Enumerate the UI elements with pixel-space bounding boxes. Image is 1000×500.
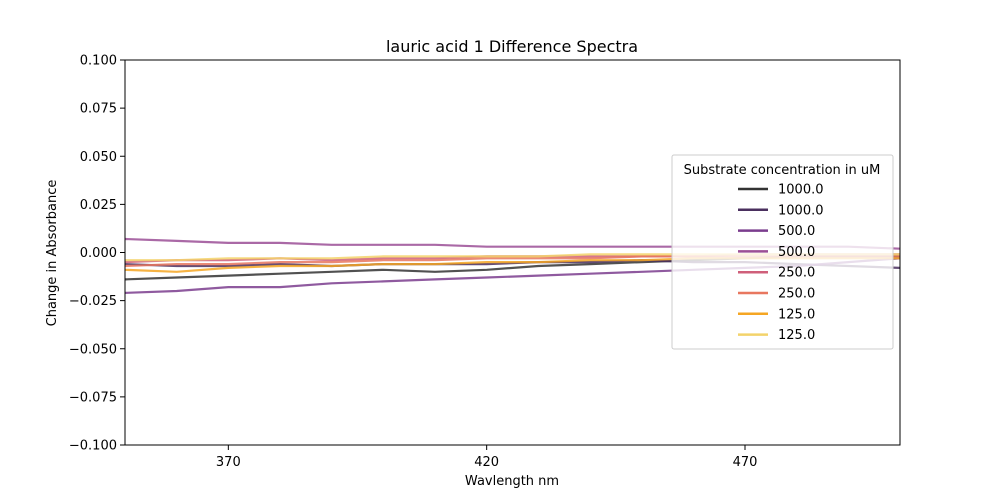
legend-box: [671, 154, 894, 350]
legend-label: 250.0: [778, 287, 815, 302]
x-ticks: 370 420 470: [216, 445, 757, 470]
y-tick-label: 0.000: [80, 246, 117, 261]
x-tick-label: 470: [733, 455, 758, 470]
legend-label: 250.0: [778, 266, 815, 281]
x-tick-label: 420: [474, 455, 499, 470]
legend-items: 1000.0 1000.0 500.0 500.0 250.0 250.0 125.0 125…: [738, 183, 824, 343]
y-ticks: 0.100 0.075 0.050 0.025 0.000 −0.025 −0.050 −0.…: [69, 54, 125, 454]
legend-label: 125.0: [778, 328, 815, 343]
legend-label: 500.0: [778, 224, 815, 239]
y-tick-label: −0.025: [69, 294, 117, 309]
x-axis-label: Wavlength nm: [465, 474, 559, 489]
legend: Substrate concentration in uM 1000.01000…: [671, 154, 894, 350]
y-tick-label: −0.075: [69, 390, 117, 405]
y-tick-label: 0.075: [80, 102, 117, 117]
y-tick-label: 0.100: [80, 54, 117, 69]
y-tick-label: 0.050: [80, 150, 117, 165]
chart-title: lauric acid 1 Difference Spectra: [386, 37, 638, 56]
y-tick-label: 0.025: [80, 198, 117, 213]
y-tick-label: −0.050: [69, 342, 117, 357]
legend-title: Substrate concentration in uM: [684, 163, 881, 178]
y-axis-label: Change in Absorbance: [45, 180, 60, 327]
legend-label: 1000.0: [778, 183, 824, 198]
legend-label: 500.0: [778, 245, 815, 260]
legend-label: 1000.0: [778, 203, 824, 218]
x-tick-label: 370: [216, 455, 241, 470]
legend-label: 125.0: [778, 307, 815, 322]
y-tick-label: −0.100: [69, 439, 117, 454]
plot-frame: [124, 59, 901, 446]
series-layer: [124, 237, 901, 294]
